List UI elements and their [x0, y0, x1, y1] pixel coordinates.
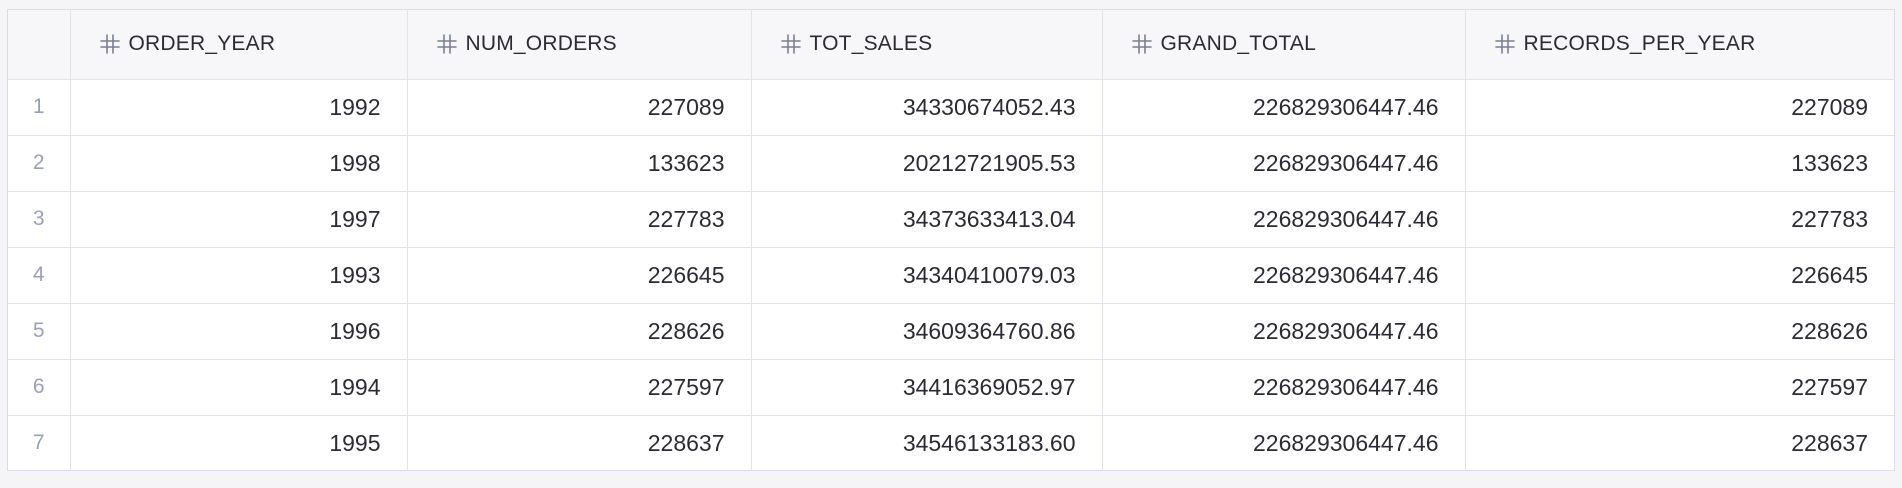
table-row[interactable]: 5 1996 228626 34609364760.86 22682930644… [8, 303, 1894, 360]
row-index: 4 [8, 247, 71, 304]
cell-num-orders[interactable]: 227089 [407, 79, 752, 136]
cell-tot-sales[interactable]: 34373633413.04 [751, 191, 1103, 248]
cell-grand-total[interactable]: 226829306447.46 [1102, 359, 1466, 416]
table-row[interactable]: 2 1998 133623 20212721905.53 22682930644… [8, 135, 1894, 192]
hash-icon [1494, 33, 1516, 55]
header-row: ORDER_YEAR NUM_ORDERS [8, 10, 1894, 80]
cell-tot-sales[interactable]: 20212721905.53 [751, 135, 1103, 192]
column-header-records-per-year[interactable]: RECORDS_PER_YEAR [1465, 10, 1894, 80]
cell-grand-total[interactable]: 226829306447.46 [1102, 415, 1466, 471]
row-index-header [8, 10, 71, 80]
row-index: 2 [8, 135, 71, 192]
row-index: 7 [8, 415, 71, 471]
row-index: 5 [8, 303, 71, 360]
cell-order-year[interactable]: 1997 [70, 191, 408, 248]
column-header-grand-total[interactable]: GRAND_TOTAL [1102, 10, 1466, 80]
cell-order-year[interactable]: 1993 [70, 247, 408, 304]
cell-order-year[interactable]: 1996 [70, 303, 408, 360]
table-row[interactable]: 3 1997 227783 34373633413.04 22682930644… [8, 191, 1894, 248]
cell-order-year[interactable]: 1995 [70, 415, 408, 471]
cell-num-orders[interactable]: 228626 [407, 303, 752, 360]
column-header-order-year[interactable]: ORDER_YEAR [70, 10, 408, 80]
column-header-label: RECORDS_PER_YEAR [1523, 32, 1756, 56]
hash-icon [780, 33, 802, 55]
hash-icon [99, 33, 121, 55]
column-header-num-orders[interactable]: NUM_ORDERS [407, 10, 752, 80]
cell-records-per-year[interactable]: 227783 [1465, 191, 1894, 248]
cell-num-orders[interactable]: 227597 [407, 359, 752, 416]
hash-icon [436, 33, 458, 55]
cell-tot-sales[interactable]: 34546133183.60 [751, 415, 1103, 471]
hash-icon [1131, 33, 1153, 55]
cell-tot-sales[interactable]: 34416369052.97 [751, 359, 1103, 416]
row-index: 6 [8, 359, 71, 416]
column-header-tot-sales[interactable]: TOT_SALES [751, 10, 1103, 80]
results-grid: ORDER_YEAR NUM_ORDERS [7, 9, 1895, 471]
cell-order-year[interactable]: 1998 [70, 135, 408, 192]
cell-tot-sales[interactable]: 34340410079.03 [751, 247, 1103, 304]
cell-records-per-year[interactable]: 227597 [1465, 359, 1894, 416]
cell-grand-total[interactable]: 226829306447.46 [1102, 191, 1466, 248]
cell-grand-total[interactable]: 226829306447.46 [1102, 247, 1466, 304]
cell-records-per-year[interactable]: 228626 [1465, 303, 1894, 360]
cell-order-year[interactable]: 1994 [70, 359, 408, 416]
cell-num-orders[interactable]: 227783 [407, 191, 752, 248]
cell-grand-total[interactable]: 226829306447.46 [1102, 79, 1466, 136]
table-row[interactable]: 7 1995 228637 34546133183.60 22682930644… [8, 415, 1894, 471]
column-header-label: GRAND_TOTAL [1160, 32, 1316, 56]
row-index: 3 [8, 191, 71, 248]
row-index: 1 [8, 79, 71, 136]
cell-records-per-year[interactable]: 227089 [1465, 79, 1894, 136]
cell-tot-sales[interactable]: 34330674052.43 [751, 79, 1103, 136]
table-row[interactable]: 6 1994 227597 34416369052.97 22682930644… [8, 359, 1894, 416]
cell-order-year[interactable]: 1992 [70, 79, 408, 136]
column-header-label: TOT_SALES [809, 32, 933, 56]
cell-records-per-year[interactable]: 228637 [1791, 429, 1868, 456]
cell-num-orders[interactable]: 228637 [407, 415, 752, 471]
table-row[interactable]: 1 1992 227089 34330674052.43 22682930644… [8, 79, 1894, 136]
cell-grand-total[interactable]: 226829306447.46 [1102, 135, 1466, 192]
column-header-label: NUM_ORDERS [465, 32, 617, 56]
cell-records-per-year[interactable]: 133623 [1465, 135, 1894, 192]
cell-num-orders[interactable]: 226645 [407, 247, 752, 304]
cell-records-per-year[interactable]: 226645 [1465, 247, 1894, 304]
results-table: ORDER_YEAR NUM_ORDERS [8, 10, 1894, 471]
table-row[interactable]: 4 1993 226645 34340410079.03 22682930644… [8, 247, 1894, 304]
cell-num-orders[interactable]: 133623 [407, 135, 752, 192]
cell-tot-sales[interactable]: 34609364760.86 [751, 303, 1103, 360]
column-header-label: ORDER_YEAR [128, 32, 276, 56]
cell-grand-total[interactable]: 226829306447.46 [1102, 303, 1466, 360]
